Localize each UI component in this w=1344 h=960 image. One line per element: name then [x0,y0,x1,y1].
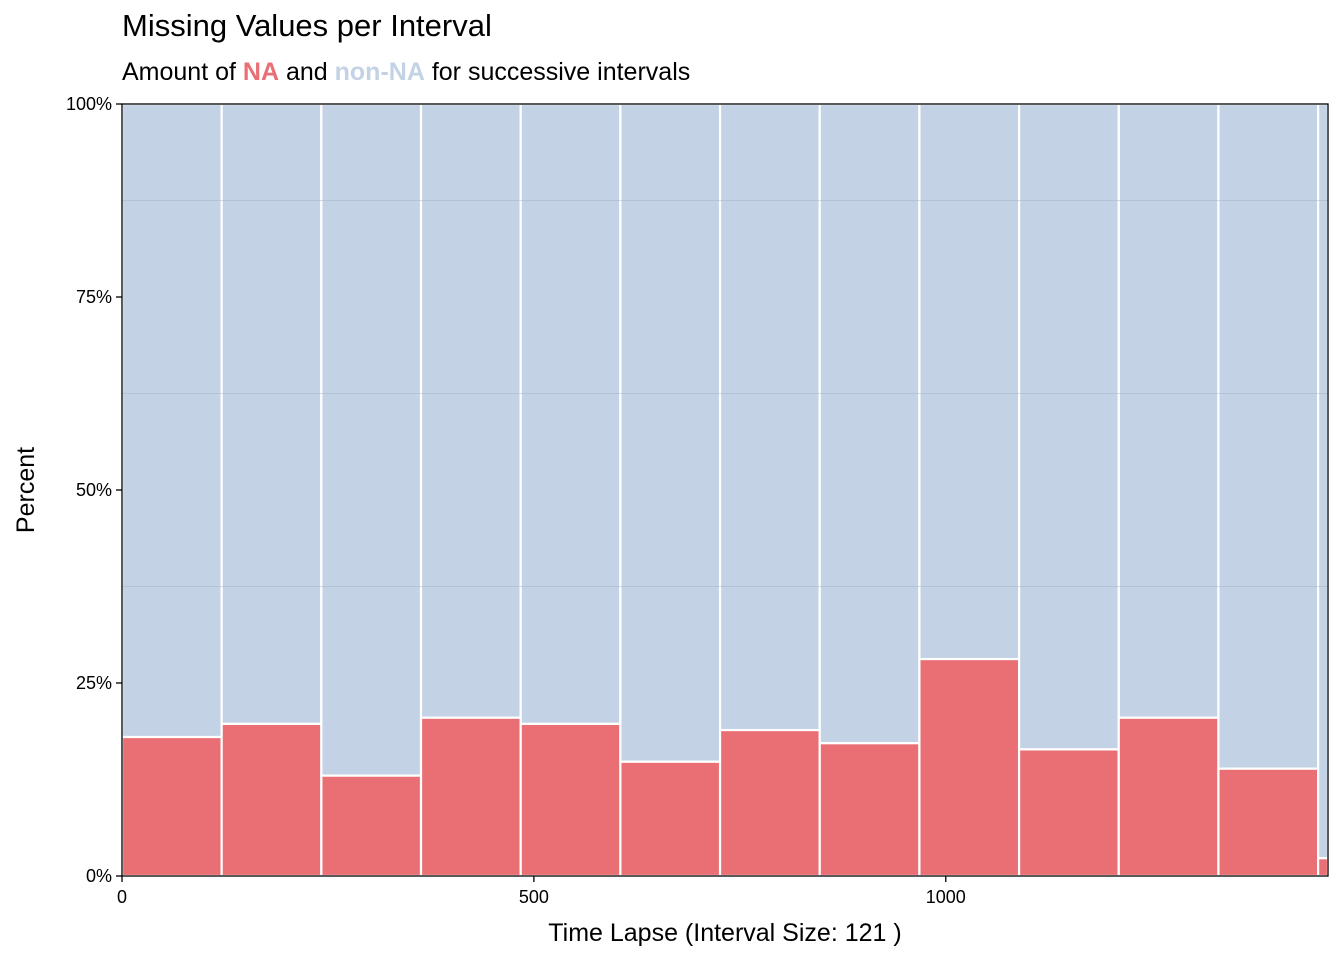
bar-non-na-6 [720,104,820,730]
x-tick-label-2: 1000 [926,887,966,907]
y-tick-label-2: 50% [76,480,112,500]
bar-non-na-2 [321,104,421,776]
bar-non-na-7 [820,104,920,743]
bar-non-na-5 [620,104,720,762]
bar-na-1 [222,724,322,876]
bar-na-4 [521,724,621,876]
bar-na-11 [1218,769,1318,876]
x-tick-label-1: 500 [519,887,549,907]
bar-non-na-3 [421,104,521,718]
bar-non-na-11 [1218,104,1318,769]
x-tick-label-0: 0 [117,887,127,907]
y-tick-label-0: 0% [86,866,112,886]
bar-na-6 [720,730,820,876]
bar-non-na-10 [1119,104,1219,718]
y-tick-label-3: 75% [76,287,112,307]
bar-non-na-1 [222,104,322,724]
bar-non-na-8 [919,104,1019,659]
bar-non-na-0 [122,104,222,737]
bar-na-2 [321,776,421,876]
bar-non-na-12 [1318,104,1328,858]
bar-na-0 [122,737,222,876]
x-axis-title: Time Lapse (Interval Size: 121 ) [548,919,901,947]
y-axis-title: Percent [12,447,40,533]
bar-na-5 [620,762,720,876]
y-tick-label-4: 100% [66,94,112,114]
y-tick-label-1: 25% [76,673,112,693]
bar-non-na-4 [521,104,621,724]
bar-na-10 [1119,718,1219,876]
bars-layer [122,104,1328,876]
bar-na-7 [820,743,920,876]
bar-na-3 [421,718,521,876]
bar-na-8 [919,659,1019,876]
bar-na-12 [1318,858,1328,876]
bar-na-9 [1019,749,1119,876]
